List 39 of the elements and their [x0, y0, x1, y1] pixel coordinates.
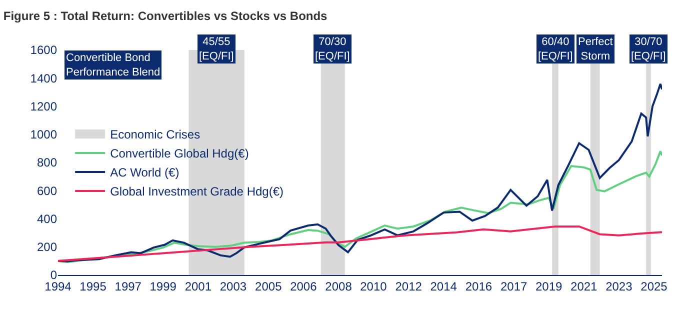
y-tick-label: 1600 — [30, 43, 58, 58]
x-tick-label: 2006 — [290, 279, 318, 294]
x-tick-label: 2012 — [395, 279, 422, 294]
legend-label: AC World (€) — [110, 166, 180, 180]
chart-title: Figure 5 : Total Return: Convertibles vs Stocks vs Bonds — [3, 8, 328, 23]
band-label: Perfect Storm — [578, 36, 613, 62]
legend-label: Convertible Global Hdg(€) — [110, 146, 249, 161]
x-tick-label: 2016 — [465, 279, 492, 294]
x-tick-label: 2010 — [360, 279, 388, 294]
line-series — [58, 82, 662, 262]
band-label: 70/30 [EQ/FI] — [315, 36, 350, 62]
x-tick-label: 2021 — [570, 279, 598, 294]
x-tick-label: 2014 — [430, 279, 458, 294]
line-series — [58, 150, 662, 264]
y-tick-label: 1400 — [30, 71, 58, 86]
x-tick-label: 2001 — [184, 279, 212, 294]
legend-label: Global Investment Grade Hdg(€) — [110, 184, 284, 199]
x-tick-label: 1999 — [150, 279, 177, 294]
band-label: 30/70 [EQ/FI] — [631, 36, 666, 62]
annotation: Convertible Bond Performance Blend — [66, 52, 160, 78]
band-label: 45/55 [EQ/FI] — [199, 36, 234, 62]
x-tick-label: 2017 — [500, 279, 528, 294]
y-tick-label: 800 — [36, 156, 58, 170]
x-tick-label: 2023 — [606, 279, 633, 294]
line-series — [58, 225, 662, 262]
x-tick-label: 1995 — [80, 279, 107, 294]
annotation: Economic Crises — [110, 128, 200, 142]
band-label: 60/40 [EQ/FI] — [538, 36, 573, 62]
x-tick-label: 2019 — [535, 279, 563, 294]
x-tick-label: 2003 — [220, 279, 247, 294]
y-tick-label: 1200 — [30, 99, 58, 114]
y-tick-label: 200 — [36, 240, 58, 254]
y-tick-label: 600 — [36, 184, 58, 198]
y-tick-label: 1000 — [30, 128, 58, 142]
x-tick-label: 1997 — [114, 279, 142, 294]
x-tick-label: 2008 — [325, 279, 352, 294]
x-tick-label: 2025 — [640, 279, 668, 294]
y-tick-label: 400 — [36, 212, 58, 226]
x-tick-label: 2005 — [255, 279, 282, 294]
